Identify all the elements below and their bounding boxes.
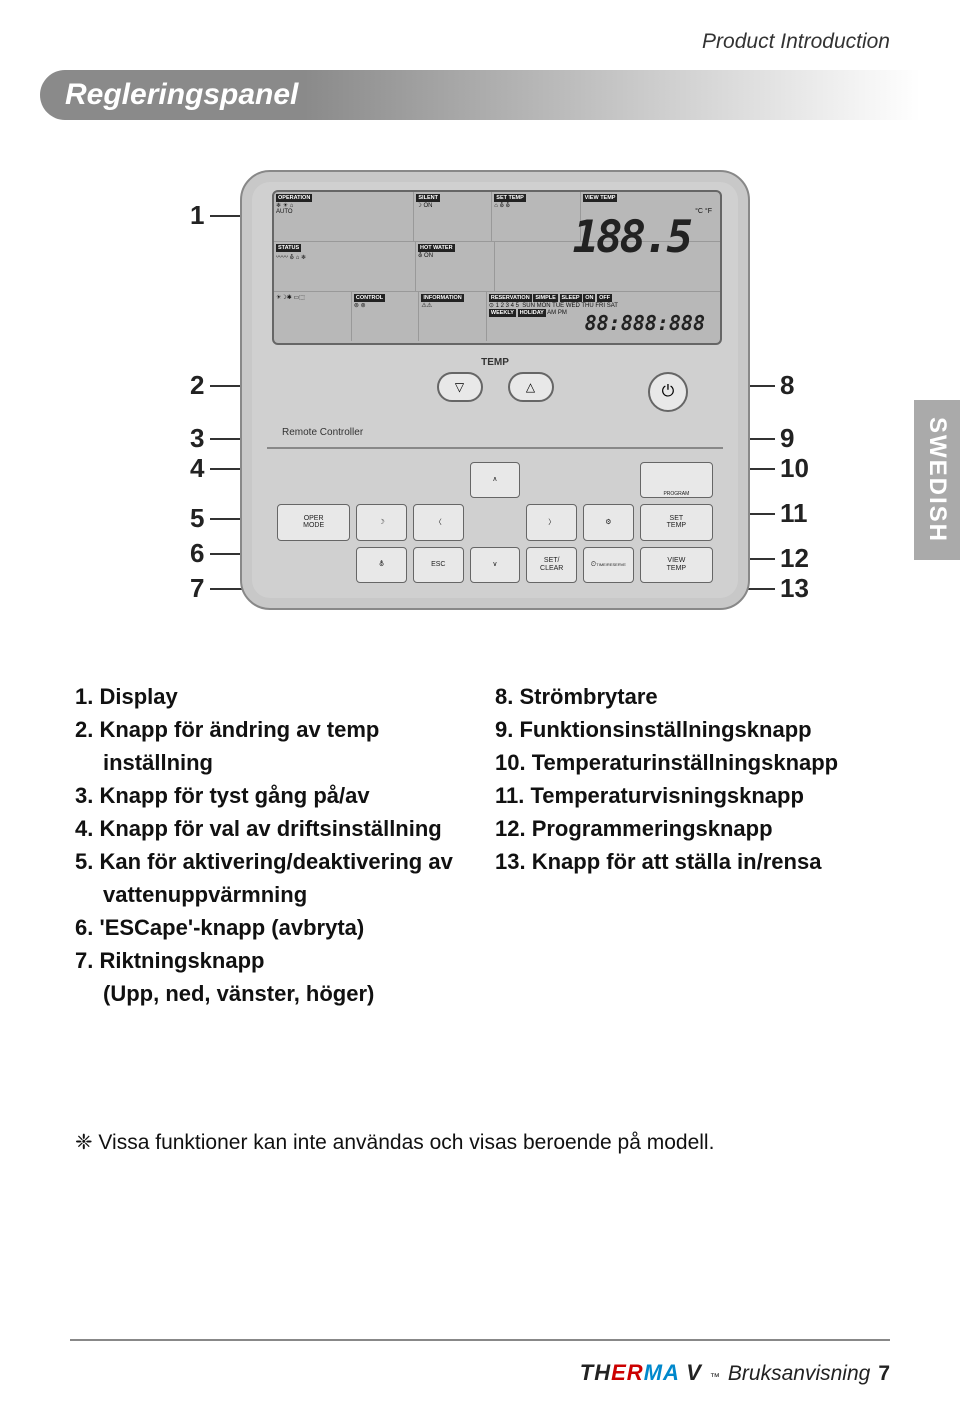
oper-mode-button[interactable]: OPER MODE	[277, 504, 350, 540]
legend-lists: 1. Display2. Knapp för ändring av tempin…	[75, 680, 885, 1010]
callout-6: 6	[190, 538, 204, 569]
callout-5: 5	[190, 503, 204, 534]
callout-3: 3	[190, 423, 204, 454]
lcd-label-weekly: WEEKLY	[489, 309, 516, 317]
program-button[interactable]: PROGRAM	[640, 462, 713, 498]
lcd-label-on: ON	[583, 294, 595, 302]
callout-2: 2	[190, 370, 204, 401]
legend-item: 12. Programmeringsknapp	[495, 812, 885, 845]
down-button[interactable]: ∨	[470, 547, 521, 583]
legend-item: 8. Strömbrytare	[495, 680, 885, 713]
legend-item: 2. Knapp för ändring av temp	[75, 713, 465, 746]
up-button[interactable]: ∧	[470, 462, 521, 498]
trademark: ™	[710, 1372, 720, 1383]
lcd-label-holiday: HOLIDAY	[518, 309, 546, 317]
footer-doc: Bruksanvisning	[728, 1362, 870, 1386]
legend-item: 7. Riktningsknapp	[75, 944, 465, 977]
footer: THERMA V ™ Bruksanvisning 7	[580, 1360, 890, 1386]
lcd-label-simple: SIMPLE	[533, 294, 557, 302]
callout-4: 4	[190, 453, 204, 484]
control-panel: OPERATION ❄ ☀ ⌂AUTO SILENT ☽ ON SET TEMP…	[240, 170, 750, 610]
callout-11: 11	[780, 498, 808, 529]
time-reserve-button[interactable]: ⏲TIME/RESERVE	[583, 547, 634, 583]
title-bar: Regleringspanel	[40, 70, 920, 120]
power-button[interactable]: ⏻	[648, 372, 688, 412]
left-button[interactable]: 〈	[413, 504, 464, 540]
temp-label: TEMP	[242, 357, 748, 368]
hot-water-button[interactable]: ⛢	[356, 547, 407, 583]
remote-controller-label: Remote Controller	[282, 427, 363, 438]
lcd-label-reservation: RESERVATION	[489, 294, 532, 302]
control-panel-figure: OPERATION ❄ ☀ ⌂AUTO SILENT ☽ ON SET TEMP…	[240, 170, 750, 610]
lcd-label-status: STATUS	[276, 244, 301, 252]
lcd-display: OPERATION ❄ ☀ ⌂AUTO SILENT ☽ ON SET TEMP…	[272, 190, 722, 345]
lcd-time-value: 88:888:888	[585, 311, 705, 335]
page-title: Regleringspanel	[65, 78, 298, 112]
callout-1: 1	[190, 200, 204, 231]
lcd-label-viewtemp: VIEW TEMP	[583, 194, 618, 202]
set-clear-button[interactable]: SET/ CLEAR	[526, 547, 577, 583]
legend-item: inställning	[75, 746, 465, 779]
lcd-label-off: OFF	[597, 294, 612, 302]
lcd-label-silent: SILENT	[416, 194, 440, 202]
legend-item: 4. Knapp för val av driftsinställning	[75, 812, 465, 845]
legend-item: 13. Knapp för att ställa in/rensa	[495, 845, 885, 878]
function-button[interactable]: ⚙	[583, 504, 634, 540]
lcd-auto: AUTO	[276, 209, 293, 215]
lcd-on: ON	[423, 203, 432, 209]
lcd-units: °C °F	[695, 208, 712, 215]
header-section: Product Introduction	[702, 30, 890, 54]
legend-item: 11. Temperaturvisningsknapp	[495, 779, 885, 812]
lcd-ampm: AM PM	[547, 310, 567, 316]
callout-7: 7	[190, 573, 204, 604]
silent-button[interactable]: ☽	[356, 504, 407, 540]
legend-right-column: 8. Strömbrytare9. Funktionsinställningsk…	[495, 680, 885, 1010]
callout-8: 8	[780, 370, 794, 401]
footer-page: 7	[878, 1362, 890, 1386]
language-tab: SWEDISH	[914, 400, 960, 560]
button-grid: ∧ PROGRAM OPER MODE ☽ 〈 〉 ⚙ SET TEMP ⛢ E…	[277, 462, 713, 583]
temp-down-button[interactable]: ▽	[437, 372, 483, 402]
footer-rule	[70, 1339, 890, 1341]
legend-left-column: 1. Display2. Knapp för ändring av tempin…	[75, 680, 465, 1010]
legend-item: 9. Funktionsinställningsknapp	[495, 713, 885, 746]
esc-button[interactable]: ESC	[413, 547, 464, 583]
lcd-label-hotwater: HOT WATER	[418, 244, 455, 252]
lcd-label-operation: OPERATION	[276, 194, 312, 202]
lcd-label-sleep: SLEEP	[560, 294, 582, 302]
legend-item: 5. Kan för aktivering/deaktivering av	[75, 845, 465, 878]
legend-item: vattenuppvärmning	[75, 878, 465, 911]
lcd-label-settemp: SET TEMP	[494, 194, 526, 202]
panel-divider	[267, 447, 723, 449]
callout-13: 13	[780, 573, 809, 604]
legend-item: 6. 'ESCape'-knapp (avbryta)	[75, 911, 465, 944]
language-tab-label: SWEDISH	[923, 417, 951, 543]
brand-logo: THERMA V	[580, 1360, 702, 1386]
legend-item: 1. Display	[75, 680, 465, 713]
legend-item: 10. Temperaturinställningsknapp	[495, 746, 885, 779]
legend-item: 3. Knapp för tyst gång på/av	[75, 779, 465, 812]
temp-up-button[interactable]: △	[508, 372, 554, 402]
right-button[interactable]: 〉	[526, 504, 577, 540]
lcd-main-value: 188.5	[573, 212, 690, 263]
footnote: ❈ Vissa funktioner kan inte användas och…	[75, 1130, 714, 1155]
set-temp-button[interactable]: SET TEMP	[640, 504, 713, 540]
lcd-label-info: INFORMATION	[421, 294, 463, 302]
callout-12: 12	[780, 543, 809, 574]
lcd-label-control: CONTROL	[354, 294, 385, 302]
view-temp-button[interactable]: VIEW TEMP	[640, 547, 713, 583]
legend-item: (Upp, ned, vänster, höger)	[75, 977, 465, 1010]
callout-9: 9	[780, 423, 794, 454]
callout-10: 10	[780, 453, 809, 484]
